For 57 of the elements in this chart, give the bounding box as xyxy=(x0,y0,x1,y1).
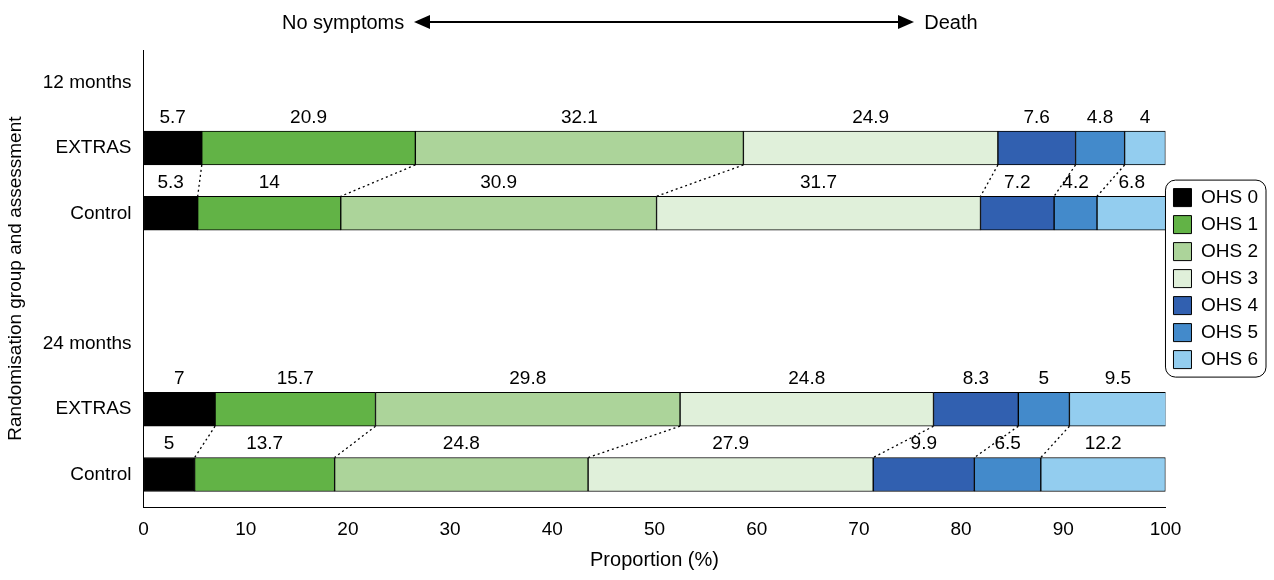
legend-label: OHS 6 xyxy=(1200,347,1259,369)
x-tick-label: 90 xyxy=(1052,517,1074,539)
x-tick-label: 100 xyxy=(1149,517,1182,539)
data-label: 7.2 xyxy=(1004,171,1031,193)
y-tick-label: EXTRAS xyxy=(55,136,132,158)
data-label: 9.9 xyxy=(910,432,937,454)
data-label: 27.9 xyxy=(712,432,750,454)
legend-label: OHS 4 xyxy=(1200,293,1259,315)
data-label: 32.1 xyxy=(560,105,598,127)
x-tick-label: 40 xyxy=(541,517,563,539)
x-tick-label: 60 xyxy=(746,517,768,539)
legend-label: OHS 0 xyxy=(1200,185,1259,207)
data-label: 4 xyxy=(1139,105,1151,127)
data-label: 4.8 xyxy=(1086,105,1114,127)
text: Death xyxy=(924,10,978,34)
data-label: 24.8 xyxy=(442,432,480,454)
data-label: 5 xyxy=(163,432,175,454)
data-label: 5 xyxy=(1038,366,1050,388)
y-tick-label: EXTRAS xyxy=(55,397,132,419)
data-label: 14 xyxy=(258,171,281,193)
data-label: 6.5 xyxy=(994,432,1021,454)
text: No symptoms xyxy=(282,10,405,34)
data-label: 12.2 xyxy=(1084,432,1122,454)
x-tick-label: 70 xyxy=(848,517,870,539)
legend-label: OHS 5 xyxy=(1200,320,1259,342)
data-label: 29.8 xyxy=(509,366,547,388)
x-tick-label: 80 xyxy=(950,517,972,539)
data-label: 5.7 xyxy=(159,105,186,127)
data-label: 24.9 xyxy=(852,105,890,127)
data-label: 9.5 xyxy=(1104,366,1132,388)
legend-label: OHS 1 xyxy=(1200,212,1259,234)
data-label: 7.6 xyxy=(1023,105,1050,127)
x-tick-label: 10 xyxy=(235,517,257,539)
x-tick-label: 50 xyxy=(643,517,666,539)
legend-label: OHS 2 xyxy=(1200,239,1259,261)
y-tick-label: 12 months xyxy=(42,70,132,92)
data-label: 4.2 xyxy=(1062,171,1089,193)
x-axis-title: Proportion (%) xyxy=(590,547,719,570)
data-label: 6.8 xyxy=(1118,171,1145,193)
y-axis-title: Randomisation group and assessment xyxy=(3,115,25,441)
data-label: 30.9 xyxy=(480,171,518,193)
data-label: 20.9 xyxy=(290,105,328,127)
x-tick-label: 0 xyxy=(138,517,149,539)
x-tick-label: 20 xyxy=(337,517,359,539)
y-tick-label: Control xyxy=(70,462,132,484)
data-label: 24.8 xyxy=(788,366,826,388)
data-label: 5.3 xyxy=(157,171,184,193)
data-label: 7 xyxy=(174,366,185,388)
legend-label: OHS 3 xyxy=(1200,266,1259,288)
data-label: 13.7 xyxy=(246,432,284,454)
data-label: 8.3 xyxy=(962,366,990,388)
x-tick-label: 30 xyxy=(439,517,461,539)
bar xyxy=(143,457,195,492)
data-label: 15.7 xyxy=(276,366,314,388)
y-tick-label: 24 months xyxy=(42,332,132,354)
data-label: 31.7 xyxy=(800,171,838,193)
y-tick-label: Control xyxy=(70,201,132,223)
